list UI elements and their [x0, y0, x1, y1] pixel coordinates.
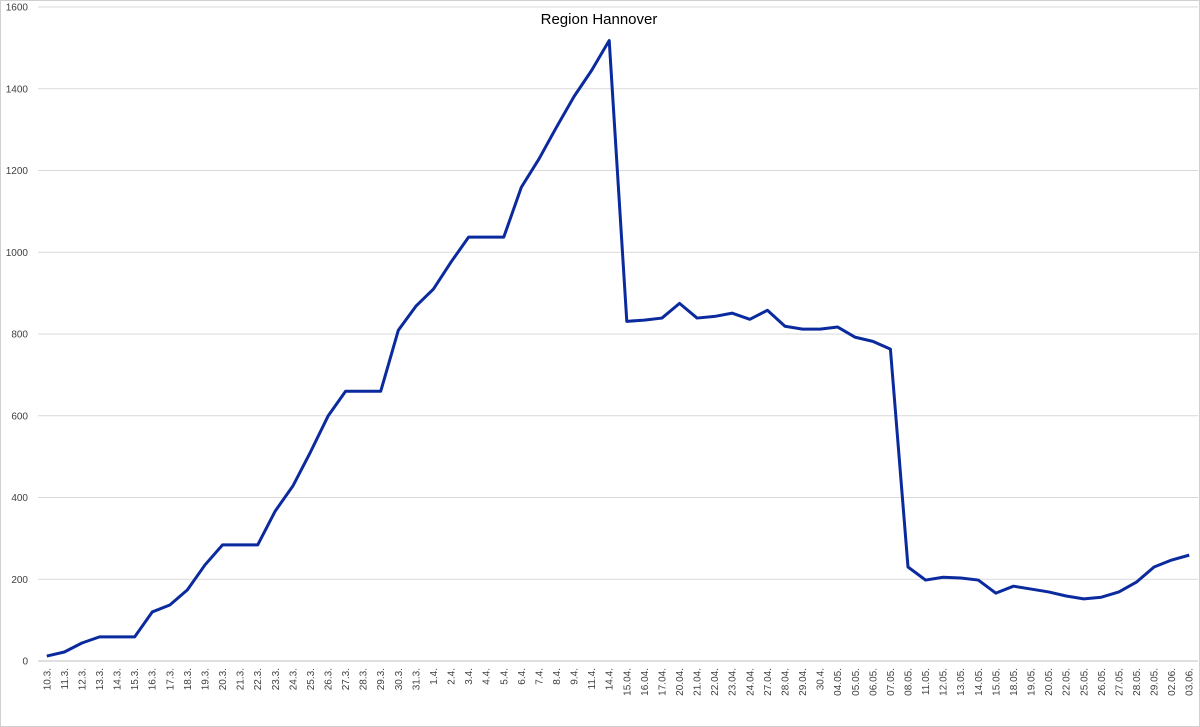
- y-tick-label: 600: [11, 411, 28, 422]
- x-tick-label: 24.04.: [745, 668, 756, 696]
- x-tick-label: 04.05.: [833, 668, 844, 696]
- x-tick-label: 1.4.: [429, 668, 440, 685]
- x-tick-label: 20.04.: [675, 668, 686, 696]
- x-tick-label: 2.4.: [447, 668, 458, 685]
- x-tick-label: 07.05.: [886, 668, 897, 696]
- x-tick-label: 05.05.: [851, 668, 862, 696]
- x-tick-label: 28.05.: [1132, 668, 1143, 696]
- x-tick-label: 31.3.: [411, 668, 422, 690]
- x-tick-label: 14.3.: [113, 668, 124, 690]
- x-tick-label: 26.05.: [1097, 668, 1108, 696]
- x-tick-label: 11.3.: [60, 668, 71, 690]
- x-tick-label: 23.3.: [271, 668, 282, 690]
- x-tick-label: 20.05.: [1044, 668, 1055, 696]
- y-tick-label: 200: [11, 575, 28, 586]
- x-tick-label: 9.4.: [570, 668, 581, 685]
- x-tick-label: 12.3.: [77, 668, 88, 690]
- x-tick-label: 25.3.: [306, 668, 317, 690]
- x-tick-label: 22.3.: [253, 668, 264, 690]
- x-tick-label: 30.4.: [816, 668, 827, 690]
- x-tick-label: 24.3.: [288, 668, 299, 690]
- y-tick-label: 800: [11, 330, 28, 341]
- x-tick-label: 17.3.: [165, 668, 176, 690]
- x-tick-label: 22.04.: [710, 668, 721, 696]
- x-tick-label: 27.3.: [341, 668, 352, 690]
- x-tick-label: 08.05.: [904, 668, 915, 696]
- x-tick-label: 19.3.: [200, 668, 211, 690]
- x-tick-label: 21.3.: [236, 668, 247, 690]
- chart-title: Region Hannover: [541, 11, 658, 28]
- x-tick-label: 03.06.: [1185, 668, 1196, 696]
- x-tick-label: 27.05.: [1114, 668, 1125, 696]
- y-tick-label: 0: [22, 657, 28, 668]
- x-tick-label: 28.3.: [359, 668, 370, 690]
- x-tick-label: 29.3.: [376, 668, 387, 690]
- y-tick-label: 1400: [6, 84, 29, 95]
- x-tick-label: 06.05.: [868, 668, 879, 696]
- x-tick-label: 17.04.: [657, 668, 668, 696]
- x-tick-label: 25.05.: [1079, 668, 1090, 696]
- x-tick-label: 6.4.: [517, 668, 528, 685]
- x-tick-label: 26.3.: [324, 668, 335, 690]
- x-tick-label: 4.4.: [482, 668, 493, 685]
- y-tick-label: 1600: [6, 3, 29, 14]
- x-tick-label: 7.4.: [534, 668, 545, 685]
- x-tick-label: 11.05.: [921, 668, 932, 695]
- x-tick-label: 15.3.: [130, 668, 141, 690]
- x-tick-label: 16.04.: [640, 668, 651, 696]
- x-tick-label: 18.3.: [183, 668, 194, 690]
- x-tick-label: 13.05.: [956, 668, 967, 696]
- x-tick-label: 19.05.: [1027, 668, 1038, 696]
- y-tick-label: 400: [11, 493, 28, 504]
- x-tick-label: 8.4.: [552, 668, 563, 685]
- x-tick-label: 21.04.: [693, 668, 704, 696]
- x-tick-label: 02.06.: [1167, 668, 1178, 696]
- x-tick-label: 12.05.: [939, 668, 950, 696]
- x-tick-label: 10.3.: [42, 668, 53, 690]
- x-tick-label: 13.3.: [95, 668, 106, 690]
- x-tick-label: 29.04.: [798, 668, 809, 696]
- x-tick-label: 3.4.: [464, 668, 475, 685]
- x-tick-label: 29.05.: [1150, 668, 1161, 696]
- x-tick-label: 15.05.: [991, 668, 1002, 696]
- x-tick-label: 27.04.: [763, 668, 774, 696]
- x-tick-label: 30.3.: [394, 668, 405, 690]
- x-tick-label: 15.04.: [622, 668, 633, 696]
- line-series: [46, 39, 1190, 658]
- y-tick-label: 1000: [6, 248, 29, 259]
- x-tick-label: 23.04.: [728, 668, 739, 696]
- x-tick-label: 18.05.: [1009, 668, 1020, 696]
- y-tick-label: 1200: [6, 166, 29, 177]
- x-tick-label: 22.05.: [1062, 668, 1073, 696]
- x-tick-label: 28.04.: [780, 668, 791, 696]
- x-tick-label: 20.3.: [218, 668, 229, 690]
- x-tick-label: 16.3.: [148, 668, 159, 690]
- x-tick-label: 11.4.: [587, 668, 598, 690]
- x-tick-label: 5.4.: [499, 668, 510, 685]
- x-tick-label: 14.4.: [605, 668, 616, 690]
- x-tick-label: 14.05.: [974, 668, 985, 696]
